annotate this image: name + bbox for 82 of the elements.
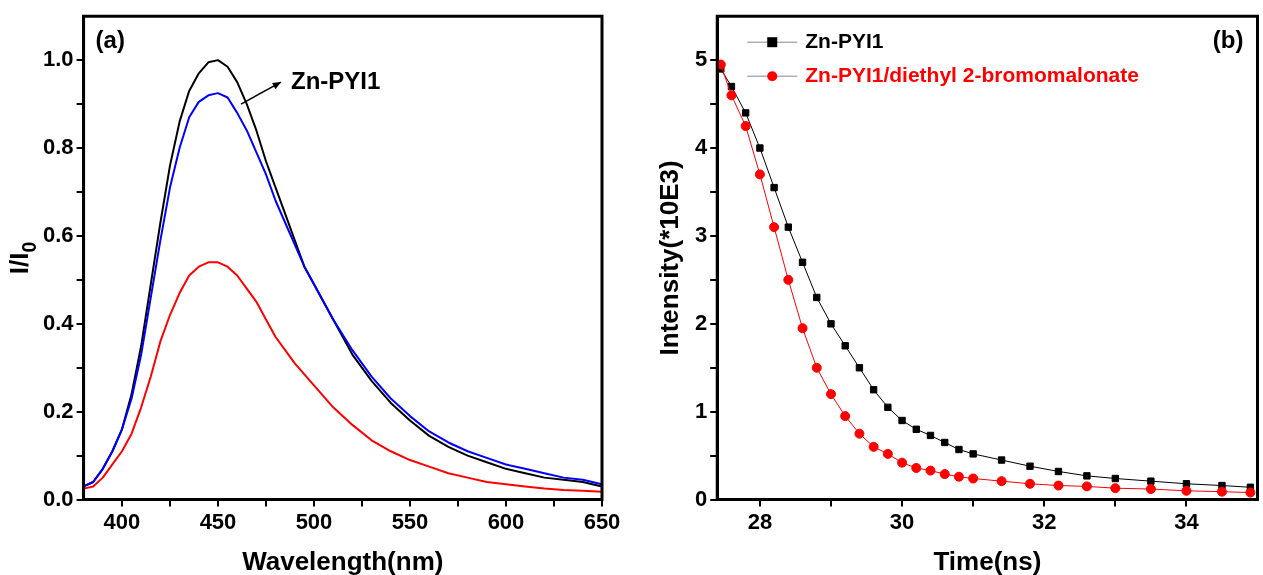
chart-title: (b) — [1212, 26, 1244, 54]
y-tick-label: 2 — [694, 309, 708, 335]
point — [955, 445, 963, 454]
y-tick-label: 3 — [694, 221, 708, 247]
point — [953, 471, 964, 482]
point — [1081, 481, 1092, 492]
point — [855, 364, 864, 372]
point — [1053, 480, 1064, 491]
x-tick-label: 650 — [583, 508, 621, 534]
point — [1145, 484, 1156, 495]
point — [882, 448, 893, 459]
point — [811, 362, 822, 373]
point — [827, 320, 835, 328]
point — [798, 258, 807, 266]
point — [854, 428, 865, 439]
x-tick-label: 500 — [295, 508, 333, 534]
x-tick-label: 450 — [199, 508, 237, 534]
point — [1110, 483, 1121, 494]
point — [717, 59, 726, 70]
point — [840, 411, 851, 422]
point — [1245, 487, 1256, 498]
annotation: Zn-PYI1 — [291, 66, 381, 94]
point — [911, 462, 922, 473]
point — [941, 438, 949, 447]
x-tick-label: 550 — [391, 508, 429, 534]
point — [783, 274, 794, 285]
point — [868, 441, 879, 452]
point — [1147, 477, 1155, 485]
point — [1025, 478, 1036, 489]
point — [997, 456, 1006, 464]
x-tick-label: 32 — [1032, 508, 1057, 534]
y-tick-label: 0.0 — [42, 485, 74, 511]
y-axis-title: I/I0 — [4, 241, 40, 275]
point — [841, 342, 849, 350]
x-axis-title: Time(ns) — [933, 546, 1042, 575]
point — [926, 431, 935, 440]
point — [897, 457, 908, 468]
point — [756, 144, 764, 152]
point — [969, 450, 977, 458]
legend-label: Zn-PYI1/diethyl 2-bromomalonate — [805, 63, 1139, 86]
x-tick-label: 400 — [103, 508, 141, 534]
point — [754, 169, 765, 180]
point — [1054, 467, 1063, 476]
point — [884, 403, 892, 411]
point — [869, 386, 878, 394]
point — [825, 389, 836, 400]
point — [726, 90, 737, 101]
y-tick-label: 0.2 — [42, 397, 74, 423]
point — [1026, 462, 1034, 470]
y-tick-label: 1 — [694, 397, 708, 423]
point — [1083, 472, 1091, 480]
point — [939, 469, 950, 480]
point — [898, 416, 906, 425]
point — [925, 465, 936, 476]
y-tick-label: 0.6 — [42, 221, 74, 247]
point — [1111, 474, 1120, 483]
y-axis-title: Intensity(*10E3) — [654, 160, 684, 356]
point — [813, 293, 821, 302]
y-tick-label: 0 — [694, 485, 708, 511]
point — [912, 425, 920, 433]
x-tick-label: 34 — [1174, 508, 1200, 534]
legend-label: Zn-PYI1 — [805, 29, 884, 52]
point — [740, 121, 751, 132]
point — [770, 183, 778, 192]
point — [741, 109, 750, 117]
point — [784, 223, 793, 231]
y-tick-label: 0.4 — [42, 309, 75, 335]
x-axis-title: Wavelength(nm) — [242, 546, 444, 575]
point — [1181, 485, 1192, 496]
y-tick-label: 0.8 — [42, 134, 74, 160]
x-tick-label: 28 — [747, 508, 773, 534]
chart-title: (a) — [95, 26, 125, 54]
y-tick-label: 4 — [694, 134, 708, 160]
y-tick-label: 1.0 — [42, 46, 74, 72]
point — [797, 323, 808, 334]
x-tick-label: 600 — [487, 508, 525, 534]
point — [1216, 486, 1227, 497]
point — [996, 476, 1007, 487]
point — [968, 473, 979, 484]
point — [769, 222, 780, 233]
x-tick-label: 30 — [889, 508, 915, 534]
y-tick-label: 5 — [694, 46, 708, 72]
